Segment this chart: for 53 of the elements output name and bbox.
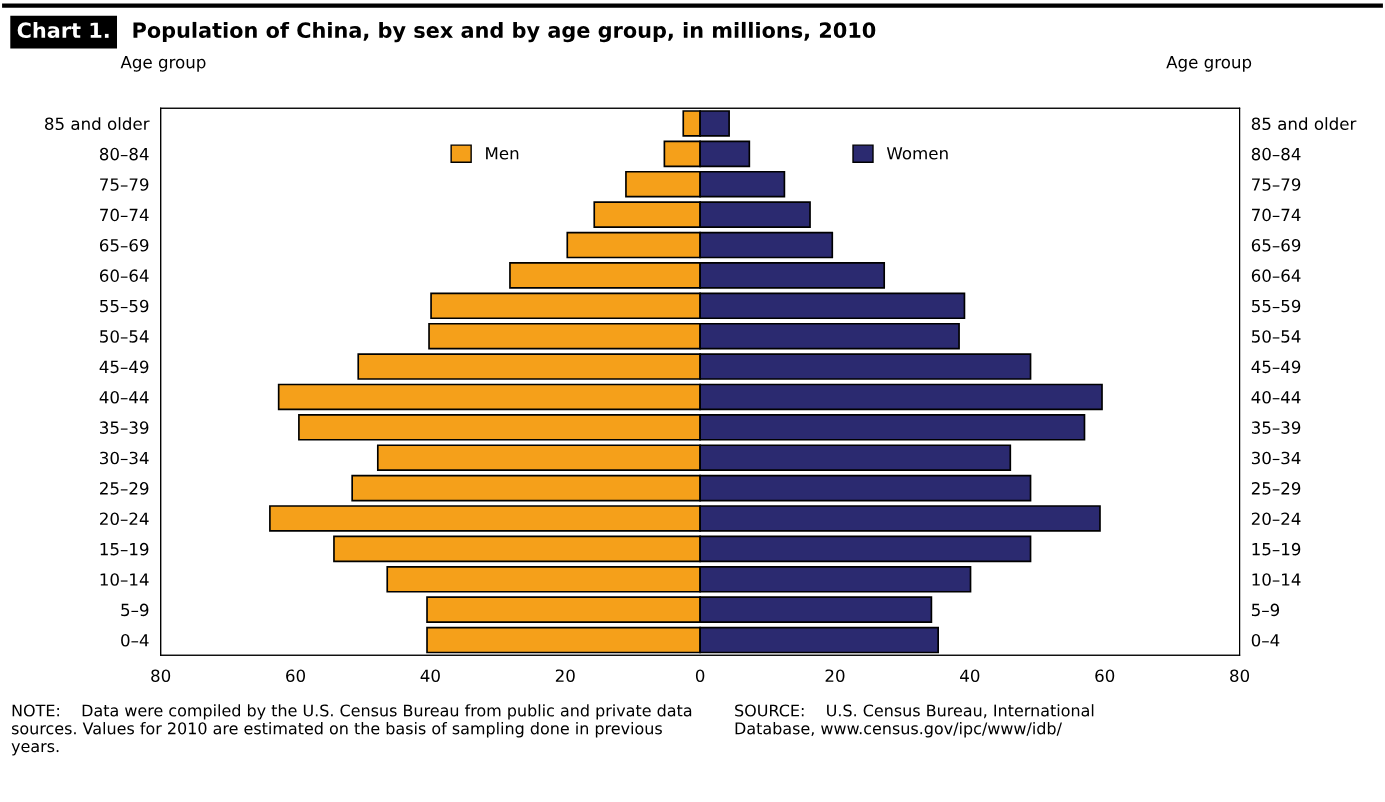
y-tick-label: 55–59 bbox=[100, 299, 149, 313]
category-label: 15–19 bbox=[1252, 542, 1301, 556]
category-label: 5–9 bbox=[1251, 603, 1280, 617]
source-note: SOURCE: U.S. Census Bureau, International Database, www.census.gov/ipc/www/idb/ bbox=[735, 704, 1094, 738]
x-tick-label: 40 bbox=[960, 669, 980, 683]
text: NOTE: Data were compiled by the U.S. Census Bureau from public and private data sources. Values for 2010 are estimated on the basis of sampling done in previous years. bbox=[11, 704, 692, 756]
category-label: 35–39 bbox=[1251, 421, 1301, 434]
y-tick-label: 35–39 bbox=[100, 421, 149, 434]
category-label: 50–54 bbox=[1251, 330, 1301, 343]
y-tick-label: 15–19 bbox=[100, 542, 149, 556]
x-tick-label: 0 bbox=[695, 669, 705, 683]
y-tick-label: 45–49 bbox=[99, 360, 149, 374]
x-tick-label: 60 bbox=[286, 669, 306, 683]
category-label: 80–84 bbox=[1251, 147, 1301, 161]
x-tick-label: 80 bbox=[151, 669, 171, 683]
y-tick-label: 10–14 bbox=[100, 573, 149, 586]
category-label: 60–64 bbox=[1251, 269, 1301, 282]
category-label: 10–14 bbox=[1252, 573, 1301, 586]
category-label: 75–79 bbox=[1252, 178, 1301, 191]
category-label: 0–4 bbox=[1251, 634, 1280, 647]
y-tick-label: 0–4 bbox=[121, 634, 149, 647]
y-tick-label: 50–54 bbox=[100, 330, 149, 343]
category-label: 65–69 bbox=[1251, 238, 1301, 252]
category-label: 70–74 bbox=[1252, 208, 1301, 222]
y-tick-label: 5–9 bbox=[121, 603, 149, 617]
x-tick-label: 60 bbox=[1095, 669, 1115, 683]
category-label: 25–29 bbox=[1251, 482, 1301, 495]
category-label: 30–34 bbox=[1251, 451, 1301, 465]
x-tick-label: 20 bbox=[825, 669, 845, 683]
y-tick-label: 25–29 bbox=[100, 482, 149, 495]
y-tick-label: 40–44 bbox=[99, 390, 149, 404]
y-tick-label: 20–24 bbox=[100, 512, 149, 526]
y-tick-label: 65–69 bbox=[99, 238, 149, 252]
y2-axis-title: Age group bbox=[1166, 56, 1252, 72]
y-tick-label: 60–64 bbox=[99, 269, 149, 282]
y-tick-label: 70–74 bbox=[100, 208, 149, 222]
x-tick-label: 40 bbox=[420, 669, 440, 683]
x-tick-label: 20 bbox=[555, 669, 575, 683]
category-label: 45–49 bbox=[1251, 360, 1301, 374]
y-tick-label: 30–34 bbox=[100, 451, 149, 465]
chart-subtitle: Population of China, by sex and by age group, in millions, 2010 bbox=[133, 21, 876, 43]
y-tick-label: 80–84 bbox=[99, 147, 149, 161]
chart-title: Chart 1. bbox=[17, 22, 109, 39]
category-label: 55–59 bbox=[1251, 299, 1301, 313]
category-label: 20–24 bbox=[1251, 512, 1301, 526]
x-tick-label: 80 bbox=[1230, 669, 1250, 683]
legend-label: Men bbox=[486, 147, 519, 160]
legend-label: Women bbox=[886, 147, 948, 160]
y-axis-title: Age group bbox=[120, 56, 206, 72]
y-tick-label: 75–79 bbox=[100, 178, 149, 191]
category-label: 85 and older bbox=[1251, 117, 1357, 131]
y-tick-label: 85 and older bbox=[45, 117, 150, 131]
category-label: 40–44 bbox=[1251, 390, 1301, 404]
